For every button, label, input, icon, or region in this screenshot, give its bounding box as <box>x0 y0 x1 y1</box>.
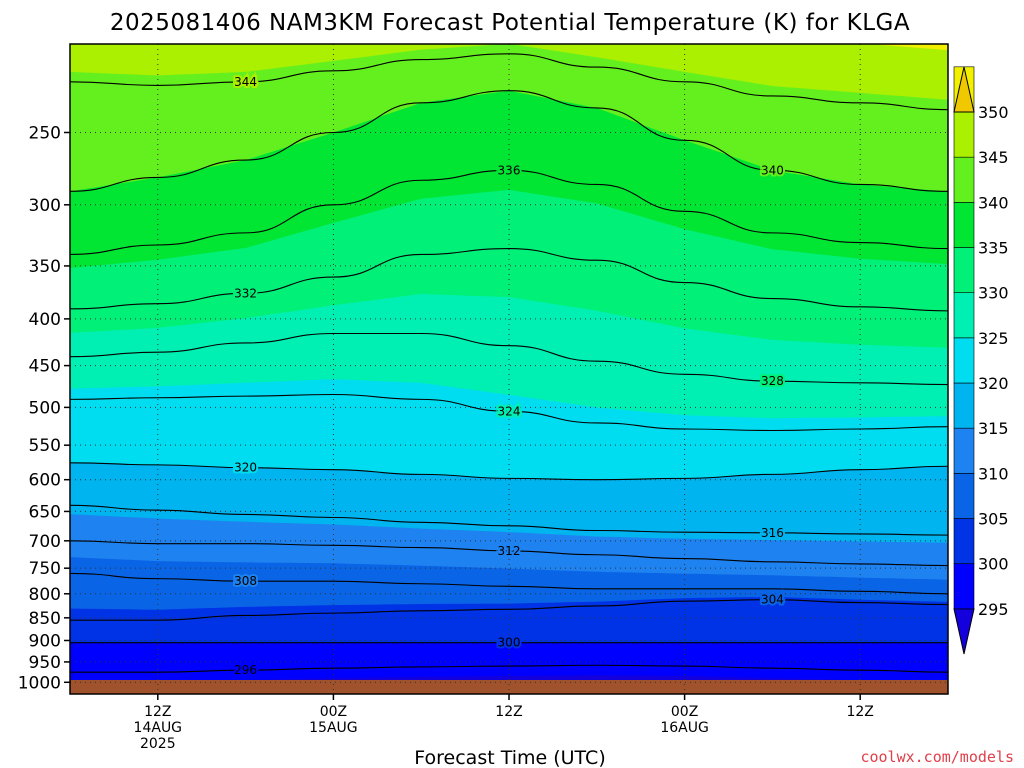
contour-332 <box>70 248 948 312</box>
y-tick-label-850: 850 <box>29 609 61 629</box>
colorbar-swatch-290 <box>953 608 975 655</box>
contour-324 <box>70 393 948 432</box>
y-tick-label-650: 650 <box>29 502 61 522</box>
colorbar-swatch-325 <box>953 292 975 339</box>
contour-312 <box>70 540 948 567</box>
y-tick-label-1000: 1000 <box>18 673 61 693</box>
contour-336 <box>70 169 948 255</box>
y-tick-label-500: 500 <box>29 398 61 418</box>
x-tick-label-54-0: 12Z <box>846 704 873 720</box>
y-tick-label-600: 600 <box>29 471 61 491</box>
contour-label-308: 308 <box>234 574 257 588</box>
band-345 <box>70 44 948 100</box>
contour-label-296: 296 <box>234 663 257 677</box>
contour-labels: 296 300 304 308 312 316 320 324 328 332 336 340 344 <box>232 73 786 679</box>
contour-label-320: 320 <box>234 461 257 475</box>
contour-label-340: 340 <box>761 163 784 177</box>
contour-304 <box>70 599 948 621</box>
colorbar-swatch-355 <box>953 66 975 113</box>
contour-308 <box>70 572 948 595</box>
x-tick-label-42-1: 16AUG <box>660 720 709 736</box>
credit-text: coolwx.com/models <box>860 748 1014 766</box>
contour-lines <box>70 53 948 673</box>
band-340 <box>70 44 948 192</box>
x-tick-label-6-1: 14AUG <box>134 720 183 736</box>
y-tick-label-900: 900 <box>29 631 61 651</box>
contour-label-328: 328 <box>761 374 784 388</box>
colorbar-label-320: 320 <box>978 374 1009 393</box>
y-tick-label-700: 700 <box>29 532 61 552</box>
y-tick-label-250: 250 <box>29 123 61 143</box>
y-tick-label-400: 400 <box>29 310 61 330</box>
contour-340 <box>70 90 948 192</box>
colorbar-label-305: 305 <box>978 510 1009 529</box>
y-tick-label-950: 950 <box>29 653 61 673</box>
colorbar-label-295: 295 <box>978 600 1009 619</box>
x-tick-label-18-1: 15AUG <box>309 720 358 736</box>
colorbar-swatch-315 <box>953 382 975 429</box>
contour-328 <box>70 332 948 386</box>
contour-label-300: 300 <box>498 636 521 650</box>
colorbar-swatch-295 <box>953 563 975 610</box>
colorbar-label-325: 325 <box>978 329 1009 348</box>
temperature-bands <box>70 44 948 694</box>
colorbar-label-310: 310 <box>978 464 1009 483</box>
y-tick-label-550: 550 <box>29 436 61 456</box>
colorbar-swatch-340 <box>953 156 975 203</box>
y-tick-label-800: 800 <box>29 585 61 605</box>
x-tick-label-30-0: 12Z <box>495 704 522 720</box>
colorbar-swatch-335 <box>953 202 975 248</box>
contour-344 <box>70 53 948 111</box>
colorbar-label-345: 345 <box>978 148 1009 167</box>
colorbar-label-335: 335 <box>978 239 1009 258</box>
chart-title: 2025081406 NAM3KM Forecast Potential Tem… <box>110 10 910 36</box>
x-tick-label-6-2: 2025 <box>140 736 176 752</box>
contour-label-324: 324 <box>498 404 521 418</box>
colorbar-swatch-345 <box>953 111 975 158</box>
colorbar-label-340: 340 <box>978 193 1009 212</box>
x-axis-title: Forecast Time (UTC) <box>414 747 605 768</box>
colorbar-label-315: 315 <box>978 419 1009 438</box>
y-tick-label-750: 750 <box>29 559 61 579</box>
grid-lines <box>70 44 948 694</box>
contour-label-312: 312 <box>498 544 521 558</box>
contour-label-316: 316 <box>761 526 784 540</box>
contour-label-332: 332 <box>234 286 257 300</box>
contour-316 <box>70 504 948 536</box>
y-tick-label-350: 350 <box>29 257 61 277</box>
y-axis: 2503003504004505005506006507007508008509… <box>18 123 70 693</box>
y-tick-label-450: 450 <box>29 357 61 377</box>
contour-label-304: 304 <box>761 593 784 607</box>
colorbar: 295 300 305 310 315 320 325 330 335 340 345 350 <box>953 66 1009 655</box>
contour-label-336: 336 <box>498 163 521 177</box>
colorbar-label-330: 330 <box>978 284 1009 303</box>
colorbar-swatch-310 <box>953 427 975 474</box>
x-tick-label-6-0: 12Z <box>144 704 171 720</box>
x-tick-label-18-0: 00Z <box>320 704 347 720</box>
y-tick-label-300: 300 <box>29 196 61 216</box>
colorbar-label-300: 300 <box>978 555 1009 574</box>
x-tick-label-42-0: 00Z <box>671 704 698 720</box>
colorbar-swatch-330 <box>953 247 975 293</box>
contour-320 <box>70 462 948 481</box>
band-350 <box>868 44 948 51</box>
contour-label-344: 344 <box>234 75 257 89</box>
colorbar-swatch-305 <box>953 473 975 519</box>
contour-296 <box>70 664 948 673</box>
colorbar-label-350: 350 <box>978 103 1009 122</box>
colorbar-swatch-300 <box>953 518 975 564</box>
ground-surface <box>70 680 948 694</box>
colorbar-swatch-320 <box>953 337 975 384</box>
